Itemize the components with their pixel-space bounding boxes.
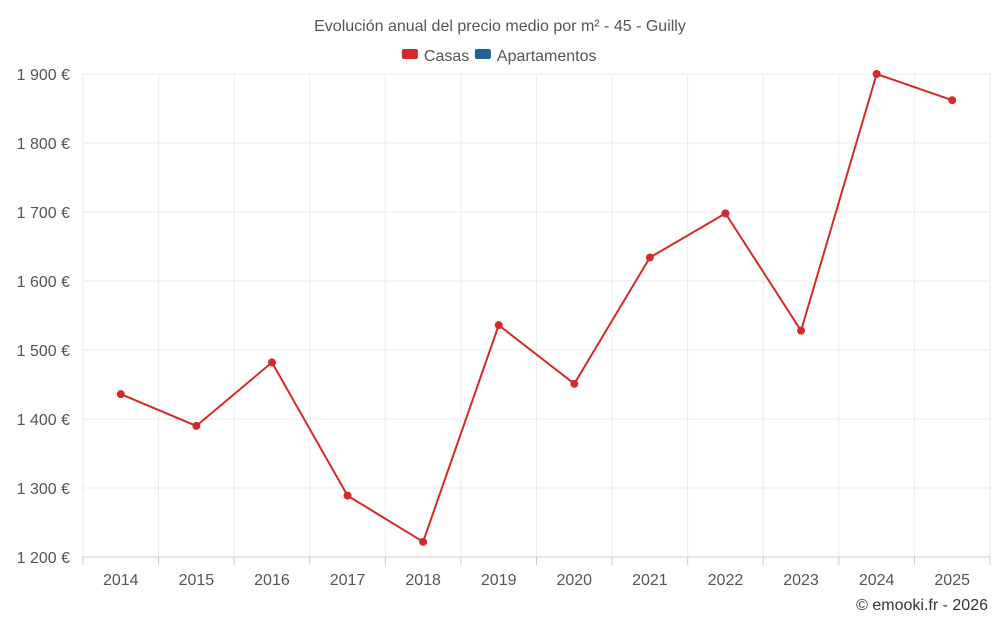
x-tick-label: 2023 — [783, 572, 819, 589]
x-tick-label: 2015 — [179, 572, 215, 589]
chart-title: Evolución anual del precio medio por m² … — [314, 18, 686, 35]
chart-credit: © emooki.fr - 2026 — [856, 597, 988, 614]
y-tick-label: 1 500 € — [17, 343, 70, 360]
axes: 1 200 € 1 300 € 1 400 € 1 500 € 1 600 € 1 700… — [17, 67, 991, 589]
data-point — [797, 326, 806, 335]
data-point — [721, 209, 730, 218]
legend: Casas Apartamentos — [401, 48, 597, 65]
legend-swatch — [474, 49, 491, 59]
data-point — [570, 379, 579, 388]
y-tick-label: 1 700 € — [17, 205, 70, 222]
legend-label: Casas — [424, 48, 469, 65]
series-line-casas — [120, 73, 953, 543]
x-tick-label: 2020 — [556, 572, 592, 589]
y-tick-label: 1 400 € — [17, 412, 70, 429]
data-point — [494, 321, 503, 330]
grid — [82, 73, 991, 557]
y-tick-label: 1 200 € — [17, 550, 70, 567]
x-tick-label: 2022 — [708, 572, 744, 589]
data-point — [116, 390, 125, 399]
x-tick-label: 2017 — [330, 572, 366, 589]
x-tick-label: 2014 — [103, 572, 139, 589]
y-tick-label: 1 300 € — [17, 481, 70, 498]
series-layer — [116, 70, 957, 546]
data-point — [267, 358, 276, 367]
x-tick-label: 2016 — [254, 572, 290, 589]
data-point — [948, 96, 957, 105]
x-tick-label: 2024 — [859, 572, 895, 589]
legend-label: Apartamentos — [497, 48, 597, 65]
data-point — [343, 491, 352, 500]
data-point — [872, 70, 881, 78]
y-tick-label: 1 600 € — [17, 274, 70, 291]
y-tick-label: 1 800 € — [17, 136, 70, 153]
x-tick-label: 2019 — [481, 572, 517, 589]
data-point — [419, 537, 428, 546]
x-tick-label: 2021 — [632, 572, 668, 589]
y-tick-label: 1 900 € — [17, 67, 70, 84]
data-point — [192, 421, 201, 430]
legend-swatch — [401, 49, 418, 59]
x-tick-label: 2025 — [934, 572, 970, 589]
data-point — [645, 253, 654, 262]
x-tick-label: 2018 — [405, 572, 441, 589]
